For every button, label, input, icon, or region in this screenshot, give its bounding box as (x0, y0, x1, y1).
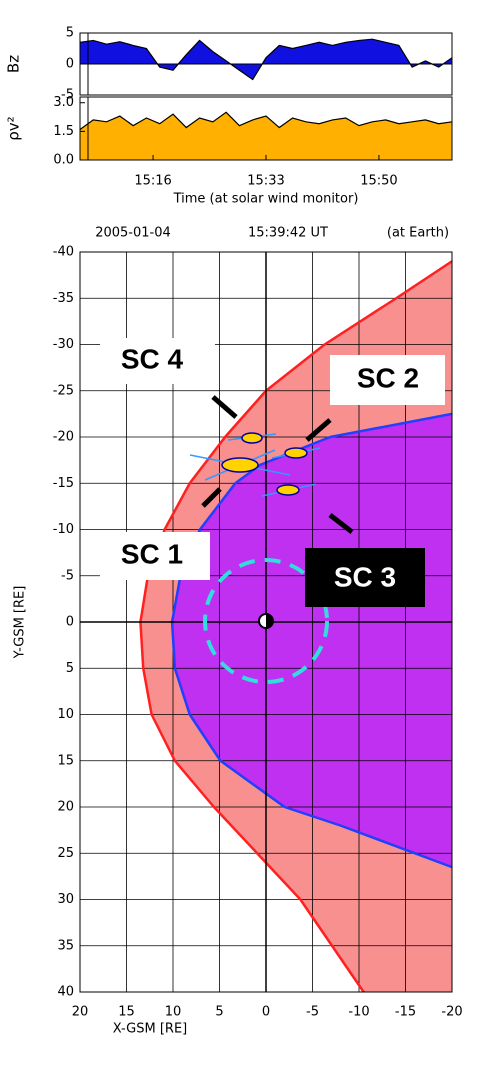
x-tick-label: -5 (306, 1005, 319, 1020)
y-axis-label: Y-GSM [RE] (13, 586, 28, 660)
time: 15:39:42 UT (248, 226, 328, 241)
y-tick-label: 35 (57, 938, 74, 953)
frame (79, 251, 453, 993)
y-tick-label: 15 (57, 753, 74, 768)
x-tick-label: 15:16 (134, 174, 171, 189)
y-tick-label: 25 (57, 846, 74, 861)
y-axis-label: ρv² (5, 116, 23, 140)
y-tick-label: -10 (53, 522, 74, 537)
y-tick-label: 3.0 (53, 95, 74, 110)
area (80, 112, 452, 160)
x-tick-label: 20 (72, 1005, 89, 1020)
y-tick-label: -25 (53, 383, 74, 398)
label-box (305, 548, 425, 607)
y-tick-label: 40 (57, 985, 74, 1000)
y-tick-label: 5 (66, 26, 74, 41)
earth (203, 558, 329, 684)
line (79, 111, 453, 130)
x-tick-label: 15:33 (247, 174, 284, 189)
y-tick-label: -30 (53, 337, 74, 352)
y-tick-label: 1.5 (53, 124, 74, 139)
x-tick-label: -15 (395, 1005, 416, 1020)
y-axis-label: Bz (5, 55, 23, 73)
x-tick-label: 5 (215, 1005, 223, 1020)
y-tick-label: -35 (53, 291, 74, 306)
label-box (100, 338, 215, 384)
x-tick-label: 0 (262, 1005, 270, 1020)
note: (at Earth) (387, 226, 449, 241)
y-tick-label: 0.0 (53, 153, 74, 168)
label-box (100, 532, 210, 580)
y-tick-label: 30 (57, 892, 74, 907)
y-tick-label: 0 (66, 615, 74, 630)
x-axis-label: Time (at solar wind monitor) (173, 192, 359, 207)
pointers (201, 395, 354, 534)
sc-label: SC 4 (121, 343, 184, 374)
y-tick-label: -20 (53, 430, 74, 445)
spacecraft (189, 432, 321, 497)
x-tick-label: -20 (441, 1005, 462, 1020)
x-axis-label: X-GSM [RE] (113, 1022, 188, 1037)
y-tick-label: 10 (57, 707, 74, 722)
y-tick-label: -15 (53, 476, 74, 491)
sc-label: SC 2 (357, 362, 419, 393)
y-tick-label: 5 (66, 661, 74, 676)
y-tick-label: -40 (53, 245, 74, 260)
y-tick-label: -5 (61, 568, 74, 583)
date: 2005-01-04 (95, 226, 171, 241)
x-tick-label: -10 (348, 1005, 369, 1020)
y-tick-label: -5 (61, 88, 74, 103)
y-tick-label: 20 (57, 800, 74, 815)
sc-label: SC 3 (334, 561, 396, 592)
x-tick-label: 15:50 (360, 174, 397, 189)
x-tick-label: 15 (118, 1005, 135, 1020)
sc-label: SC 1 (121, 538, 183, 569)
x-tick-label: 10 (165, 1005, 182, 1020)
line (79, 38, 453, 81)
label-box (330, 355, 445, 405)
y-tick-label: 0 (66, 57, 74, 72)
